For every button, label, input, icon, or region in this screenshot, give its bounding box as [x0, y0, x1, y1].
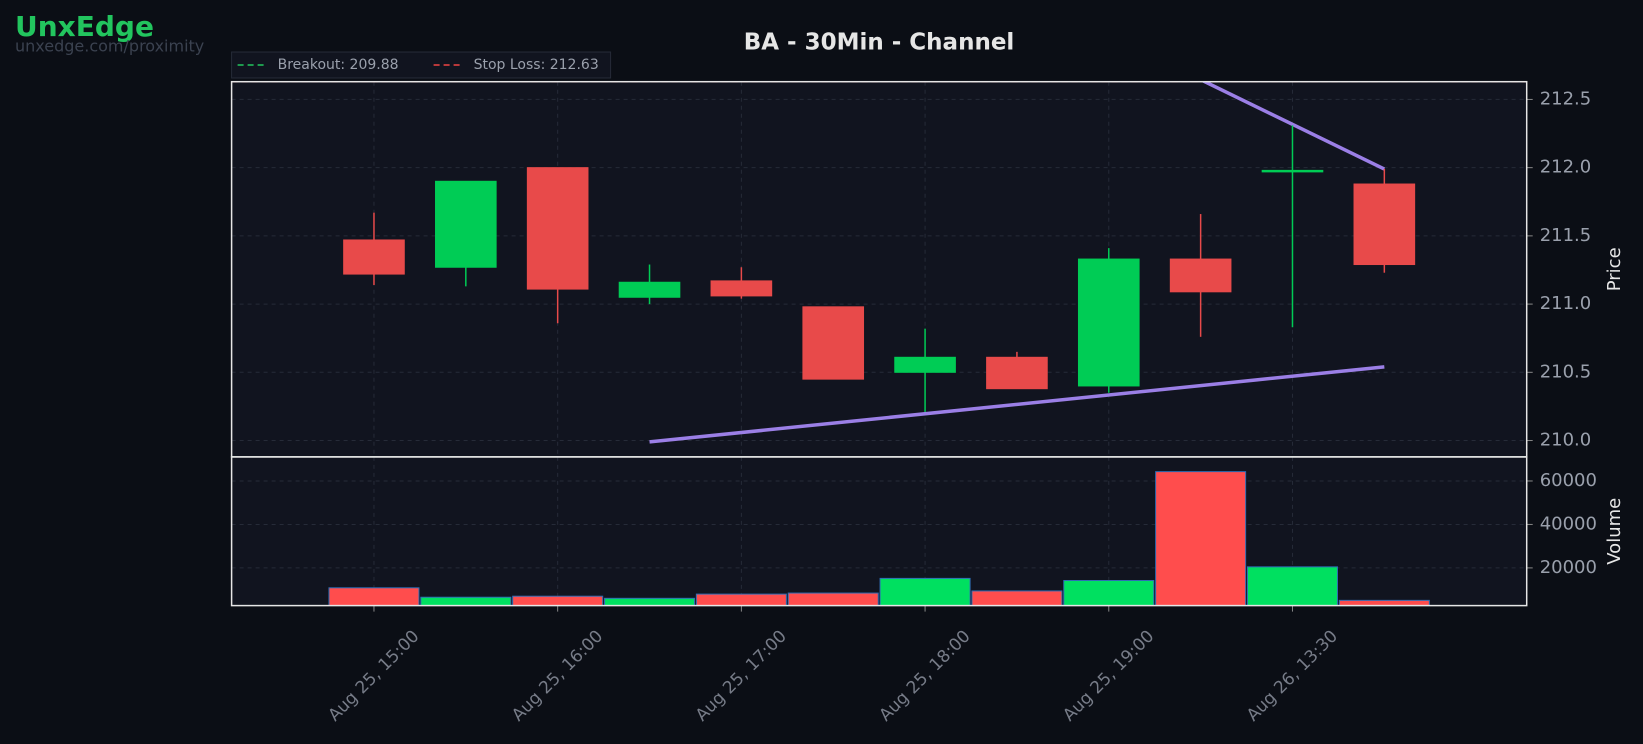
- candle-body: [435, 180, 497, 268]
- chart-title: BA - 30Min - Channel: [744, 30, 1015, 56]
- volume-bar: [604, 597, 696, 606]
- plot-area: [231, 81, 1527, 457]
- y-tick-label: 212.0: [1540, 157, 1592, 178]
- y-tick-label: 210.5: [1540, 361, 1592, 382]
- candle-body: [986, 356, 1048, 390]
- y-tick-label: 60000: [1540, 470, 1597, 491]
- y-tick-label: 212.5: [1540, 88, 1592, 109]
- volume-bar: [971, 590, 1063, 606]
- candle-body: [343, 239, 405, 275]
- y-tick-label: 40000: [1540, 513, 1597, 534]
- brand-url: unxedge.com/proximity: [15, 37, 204, 56]
- volume-bar: [879, 577, 971, 606]
- legend-label: Breakout: 209.88: [278, 57, 399, 73]
- volume-bar: [1246, 566, 1338, 606]
- volume-bar: [328, 587, 420, 606]
- volume-bar: [695, 593, 787, 606]
- volume-bar: [1338, 599, 1430, 606]
- volume-bar: [1063, 580, 1155, 606]
- candle-body: [618, 281, 681, 298]
- candle-body: [894, 356, 956, 373]
- candle-body: [1353, 183, 1416, 266]
- y-axis-label: Volume: [1604, 498, 1625, 565]
- volume-bar: [512, 595, 604, 606]
- candle-body: [1261, 169, 1324, 173]
- y-tick-label: 211.5: [1540, 225, 1592, 246]
- brand-name: UnxEdge: [15, 10, 154, 43]
- legend-box: [231, 51, 612, 79]
- y-tick-label: 20000: [1540, 557, 1597, 578]
- volume-bar: [420, 596, 512, 606]
- candle-body: [802, 306, 865, 380]
- volume-frame: [230, 456, 1528, 607]
- y-axis-label: Price: [1604, 247, 1625, 291]
- legend-label: Stop Loss: 212.63: [474, 57, 599, 73]
- channel-line: [1200, 81, 1386, 171]
- channel-line: [649, 365, 1385, 444]
- y-tick-label: 210.0: [1540, 430, 1592, 451]
- y-tick-label: 211.0: [1540, 293, 1592, 314]
- candle-body: [526, 167, 589, 290]
- volume-bar: [1155, 471, 1247, 606]
- candle-body: [710, 280, 773, 297]
- candle-body: [1077, 258, 1140, 387]
- candle-body: [1169, 258, 1232, 293]
- volume-bar: [787, 592, 879, 606]
